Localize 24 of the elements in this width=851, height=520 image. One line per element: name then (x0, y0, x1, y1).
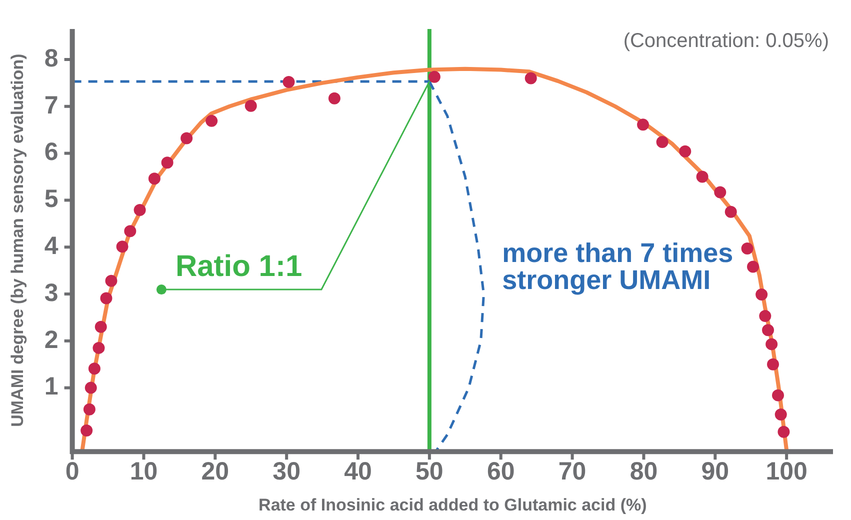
x-tick-label: 80 (630, 457, 658, 486)
x-tick-label: 90 (701, 457, 730, 486)
y-tick-label: 3 (44, 278, 58, 307)
x-tick-label: 0 (65, 457, 80, 486)
y-tick-label: 7 (44, 91, 58, 120)
y-tick-label: 8 (44, 44, 58, 72)
x-tick-label: 50 (416, 457, 444, 486)
y-tick-label: 1 (44, 372, 58, 401)
x-tick-label: 40 (344, 457, 372, 486)
annotation: more than 7 times stronger UMAMI (502, 238, 734, 296)
y-tick-label: 5 (44, 185, 58, 214)
x-axis-title: Rate of Inosinic acid added to Glutamic acid (%) (258, 495, 647, 514)
x-tick-label: 100 (766, 457, 808, 486)
y-tick-label: 4 (44, 232, 58, 260)
x-tick-label: 30 (272, 457, 300, 486)
y-tick-label: 2 (44, 326, 58, 354)
y-axis-title: UMAMI degree (by human sensory evaluation) (8, 54, 27, 427)
x-tick-label: 70 (558, 457, 586, 486)
annotation: (Concentration: 0.05%) (623, 30, 829, 52)
x-tick-label: 20 (201, 457, 230, 486)
x-tick-label: 60 (486, 457, 515, 486)
y-tick-label: 6 (44, 138, 58, 166)
annotation: Ratio 1:1 (175, 250, 302, 284)
x-tick-label: 10 (130, 457, 158, 486)
